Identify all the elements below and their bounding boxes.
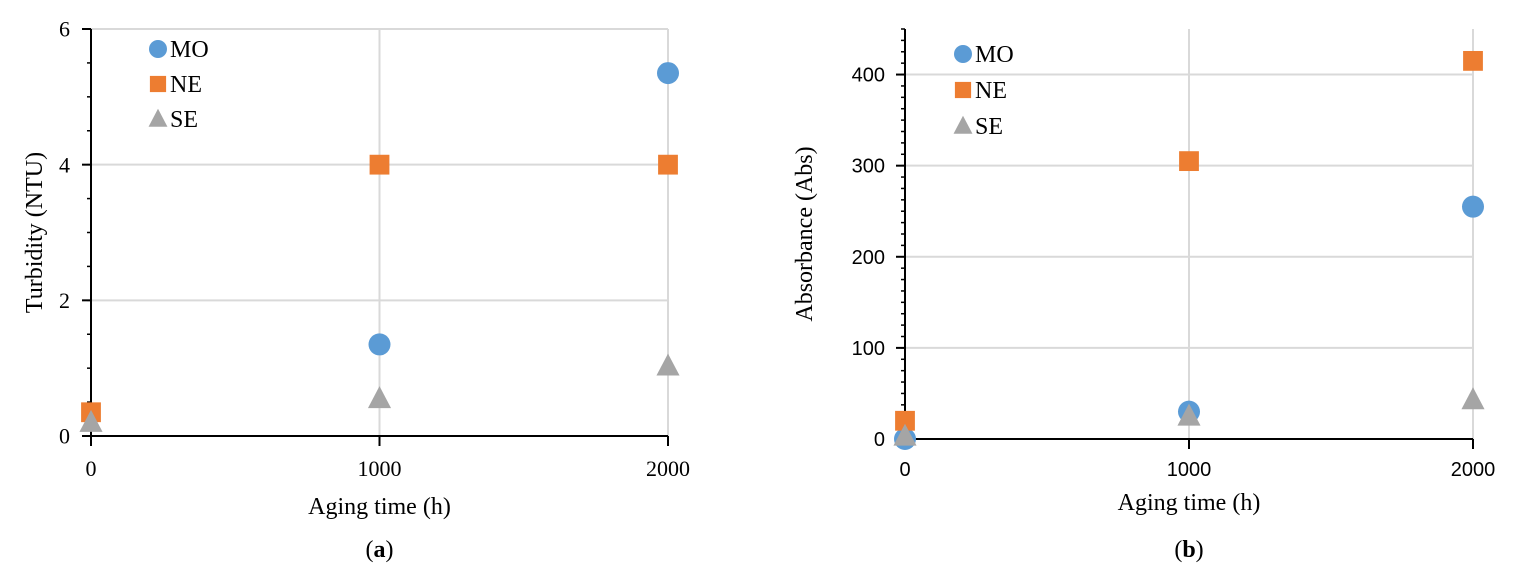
data-point-se — [79, 409, 103, 432]
y-tick-label: 4 — [59, 152, 70, 177]
y-tick-label: 0 — [59, 424, 70, 449]
legend-marker-mo — [149, 40, 167, 58]
data-point-se — [367, 386, 392, 409]
data-point-mo — [657, 62, 679, 85]
data-point-se — [656, 353, 680, 376]
data-point-se — [893, 423, 917, 446]
data-point-mo — [1462, 195, 1484, 218]
legend-label: SE — [170, 107, 198, 133]
y-tick-label: 2 — [59, 288, 70, 313]
y-axis-label: Turbidity (NTU) — [22, 152, 48, 313]
data-point-ne — [658, 154, 678, 175]
y-tick-label: 200 — [852, 247, 885, 269]
y-tick-label: 0 — [874, 429, 885, 451]
x-tick-label: 1000 — [1167, 459, 1212, 481]
legend-marker-ne — [149, 75, 167, 93]
legend-label: SE — [975, 114, 1003, 140]
y-tick-label: 100 — [852, 338, 885, 360]
x-axis-label: Aging time (h) — [308, 494, 451, 520]
turbidity-chart: 0 2 4 6 0 1000 2000 Aging time (h) Turbidity (NT… — [22, 17, 690, 563]
legend-marker-mo — [954, 45, 972, 63]
legend-label: NE — [975, 78, 1007, 104]
panel-label: (b) — [1174, 537, 1203, 563]
data-point-se — [1177, 403, 1201, 426]
legend-label: MO — [975, 42, 1014, 68]
y-tick-label: 400 — [852, 65, 885, 87]
legend-marker-se — [953, 115, 973, 134]
y-tick-label: 300 — [852, 156, 885, 178]
x-axis-label: Aging time (h) — [1118, 490, 1261, 516]
data-point-mo — [368, 333, 391, 356]
x-tick-label: 0 — [86, 456, 97, 481]
panel-label: (a) — [366, 537, 394, 563]
x-tick-label: 2000 — [646, 456, 690, 481]
data-point-ne — [369, 154, 390, 175]
data-point-ne — [1463, 50, 1483, 71]
data-point-se — [1461, 387, 1485, 410]
y-axis-label: Absorbance (Abs) — [792, 146, 818, 321]
legend-marker-se — [148, 108, 168, 127]
y-tick-label: 6 — [59, 17, 70, 42]
legend-marker-ne — [954, 81, 972, 99]
x-tick-label: 0 — [899, 459, 910, 481]
x-tick-label: 2000 — [1451, 459, 1496, 481]
x-tick-label: 1000 — [358, 456, 402, 481]
absorbance-chart: 0 100 200 300 400 0 1000 2000 Aging time (h) Abso… — [792, 28, 1496, 563]
data-point-ne — [895, 410, 915, 431]
legend-label: MO — [170, 37, 209, 63]
legend-label: NE — [170, 72, 202, 98]
data-point-ne — [1179, 151, 1199, 172]
